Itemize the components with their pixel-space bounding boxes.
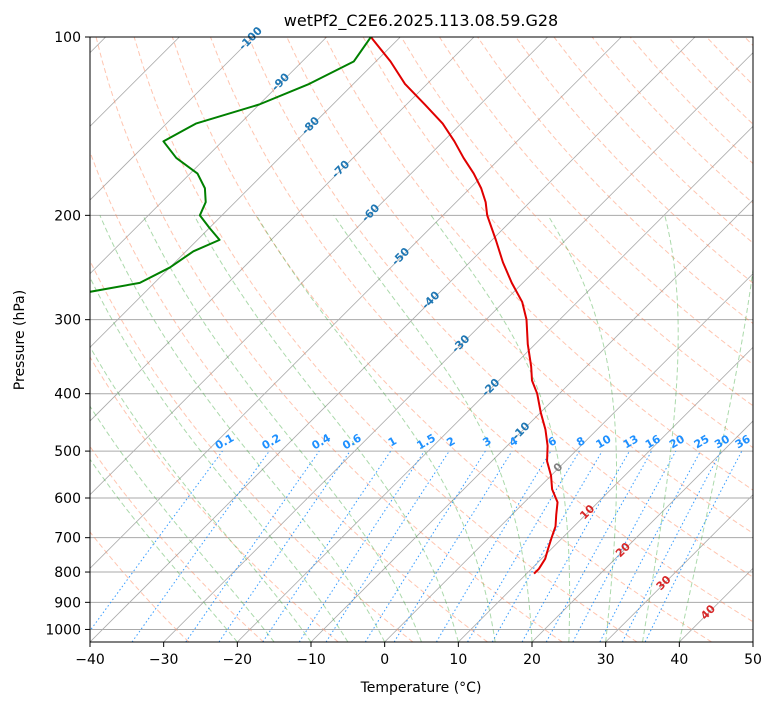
dry-adiabat-line	[90, 445, 264, 642]
x-tick-label: 50	[744, 652, 762, 668]
dry-adiabat-line	[210, 37, 753, 623]
x-tick-label: −30	[149, 652, 179, 668]
moist-adiabat-line	[547, 215, 618, 642]
dry-adiabat-line	[248, 37, 753, 578]
y-tick-label: 300	[54, 313, 81, 329]
mixing-ratio-line	[521, 450, 630, 642]
isotherm-line	[458, 346, 753, 642]
moist-adiabat-line	[678, 265, 753, 642]
dry-adiabat-line	[95, 37, 563, 642]
dry-adiabat-line	[133, 37, 638, 642]
x-axis-title: Temperature (°C)	[360, 680, 482, 696]
mixing-ratio-line	[185, 450, 320, 642]
moist-adiabat-line	[642, 215, 679, 642]
isotherm-line	[163, 52, 753, 642]
isotherm-line	[531, 420, 753, 642]
moist-adiabat-line	[90, 458, 238, 642]
isotherm-line	[90, 37, 254, 201]
x-tick-label: 0	[380, 652, 389, 668]
y-tick-label: 1000	[45, 622, 81, 638]
mixing-ratio-line	[262, 450, 392, 642]
isotherm-line	[237, 125, 753, 642]
x-tick-label: 20	[523, 652, 541, 668]
y-tick-label: 100	[54, 30, 81, 46]
mixing-ratio-line	[131, 450, 270, 642]
dry-adiabat-line	[90, 150, 488, 642]
mixing-ratio-line	[393, 450, 513, 642]
y-tick-label: 600	[54, 491, 81, 507]
moist-adiabat-line	[255, 215, 496, 642]
profile-lines	[90, 37, 559, 575]
x-tick-label: 10	[449, 652, 467, 668]
mixing-ratio-line	[644, 450, 743, 642]
chart-title: wetPf2_C2E6.2025.113.08.59.G28	[284, 11, 558, 31]
x-tick-label: −40	[75, 652, 105, 668]
x-tick-label: −10	[296, 652, 326, 668]
x-tick-label: 30	[597, 652, 615, 668]
isotherm-line	[90, 37, 475, 422]
isotherm-line	[90, 37, 696, 642]
mixing-ratio-line	[298, 450, 425, 642]
moist-adiabat-line	[90, 345, 312, 642]
dry-adiabat-line	[400, 37, 753, 407]
isotherm-line	[90, 37, 327, 275]
isotherm-line	[310, 199, 753, 642]
mixing-ratio-line	[325, 450, 450, 642]
moist-adiabat-line	[193, 215, 459, 642]
mixing-ratio-line	[545, 450, 653, 642]
y-tick-label: 700	[54, 531, 81, 547]
y-tick-label: 400	[54, 387, 81, 403]
y-axis-title: Pressure (hPa)	[12, 290, 28, 390]
isotherm-line	[384, 273, 753, 642]
temperature-profile-line	[370, 37, 559, 575]
dry-adiabat-line	[90, 259, 414, 642]
x-tick-label: 40	[670, 652, 688, 668]
y-tick-label: 200	[54, 208, 81, 224]
moist-adiabat-line	[99, 215, 386, 642]
moist-adiabat-line	[142, 215, 422, 642]
axis-ticks: −40 −30 −20 −10 0 10 20 30 40 50 100 200 300 400 500 60…	[45, 30, 762, 668]
y-tick-label: 500	[54, 444, 81, 460]
dry-adiabat-line	[90, 531, 190, 642]
isotherm-line	[90, 37, 622, 569]
y-tick-label: 800	[54, 565, 81, 581]
y-tick-label: 900	[54, 595, 81, 611]
dry-adiabat-line	[90, 356, 339, 642]
dewpoint-profile-line	[90, 37, 372, 293]
mixing-ratio-line	[572, 450, 677, 642]
mixing-ratio-line	[218, 450, 351, 642]
dry-adiabat-line	[324, 37, 753, 491]
dry-adiabat-line	[439, 37, 753, 366]
dry-adiabat-line	[171, 37, 712, 642]
isotherm-line	[90, 37, 548, 496]
dry-adiabat-line	[515, 37, 753, 284]
plot-frame	[89, 36, 754, 643]
isotherm-line	[605, 494, 753, 642]
mixing-ratio-line	[90, 450, 223, 632]
x-tick-label: −20	[223, 652, 253, 668]
background-lines	[90, 37, 753, 642]
isotherm-line	[90, 37, 401, 348]
